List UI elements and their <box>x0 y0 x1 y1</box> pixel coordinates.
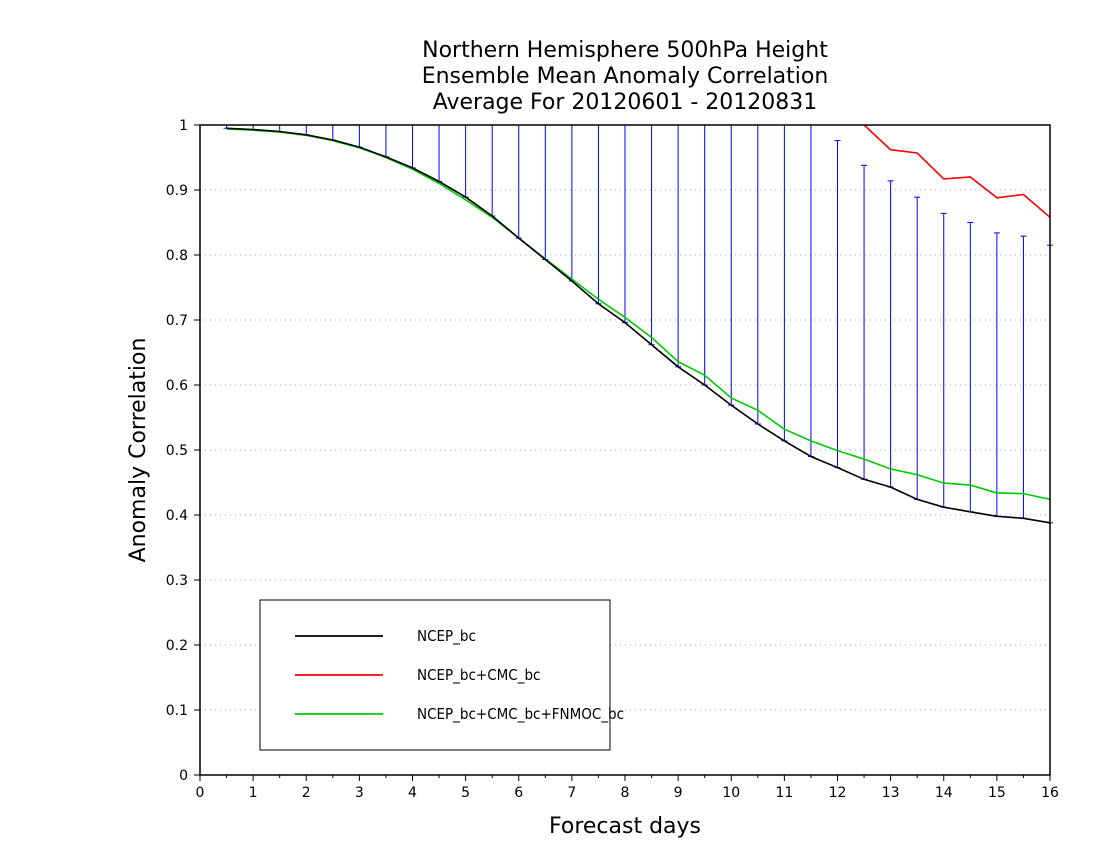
x-tick-label: 6 <box>514 785 523 801</box>
x-tick-label: 3 <box>355 785 364 801</box>
x-tick-label: 9 <box>674 785 683 801</box>
chart-title-line-3: Average For 20120601 - 20120831 <box>432 90 818 115</box>
y-axis-label: Anomaly Correlation <box>126 338 151 563</box>
y-tick-label: 0.1 <box>166 703 188 719</box>
x-tick-label: 15 <box>988 785 1006 801</box>
x-tick-label: 2 <box>302 785 311 801</box>
x-tick-label: 12 <box>829 785 847 801</box>
legend-label: NCEP_bc+CMC_bc+FNMOC_bc <box>417 705 624 724</box>
y-tick-label: 0.4 <box>166 508 188 524</box>
x-tick-label: 14 <box>935 785 953 801</box>
y-tick-label: 0.6 <box>166 378 188 394</box>
x-tick-label: 1 <box>249 785 258 801</box>
y-tick-label: 0 <box>179 768 188 784</box>
chart-title-line-1: Northern Hemisphere 500hPa Height <box>422 38 828 63</box>
y-tick-label: 0.2 <box>166 638 188 654</box>
series-lines <box>226 124 1051 524</box>
x-axis: 0 1 2 3 4 5 6 7 8 9 10 11 12 13 14 15 16 <box>196 775 1059 801</box>
x-tick-label: 8 <box>621 785 630 801</box>
series-line-1 <box>863 124 1051 218</box>
y-tick-label: 0.3 <box>166 573 188 589</box>
x-axis-label: Forecast days <box>549 814 701 839</box>
x-tick-label: 0 <box>196 785 205 801</box>
y-axis: 0 0.1 0.2 0.3 0.4 0.5 0.6 0.7 0.8 0.9 1 <box>166 118 200 784</box>
y-tick-label: 0.7 <box>166 313 188 329</box>
x-tick-label: 16 <box>1041 785 1059 801</box>
legend-label: NCEP_bc+CMC_bc <box>417 666 540 685</box>
legend: NCEP_bc NCEP_bc+CMC_bc NCEP_bc+CMC_bc+FNMO… <box>259 599 624 751</box>
x-tick-label: 10 <box>722 785 740 801</box>
chart-title-line-2: Ensemble Mean Anomaly Correlation <box>421 64 829 89</box>
y-tick-label: 0.9 <box>166 183 188 199</box>
series-line-2 <box>226 128 1051 501</box>
x-tick-label: 11 <box>775 785 793 801</box>
legend-label: NCEP_bc <box>417 627 476 646</box>
series-line-0 <box>226 127 1051 524</box>
y-tick-label: 1 <box>179 118 188 134</box>
x-tick-label: 5 <box>461 785 470 801</box>
x-tick-label: 7 <box>567 785 576 801</box>
x-tick-label: 4 <box>408 785 417 801</box>
error-bars <box>223 125 1053 524</box>
y-tick-label: 0.5 <box>166 443 188 459</box>
x-tick-label: 13 <box>882 785 900 801</box>
y-tick-label: 0.8 <box>166 248 188 264</box>
